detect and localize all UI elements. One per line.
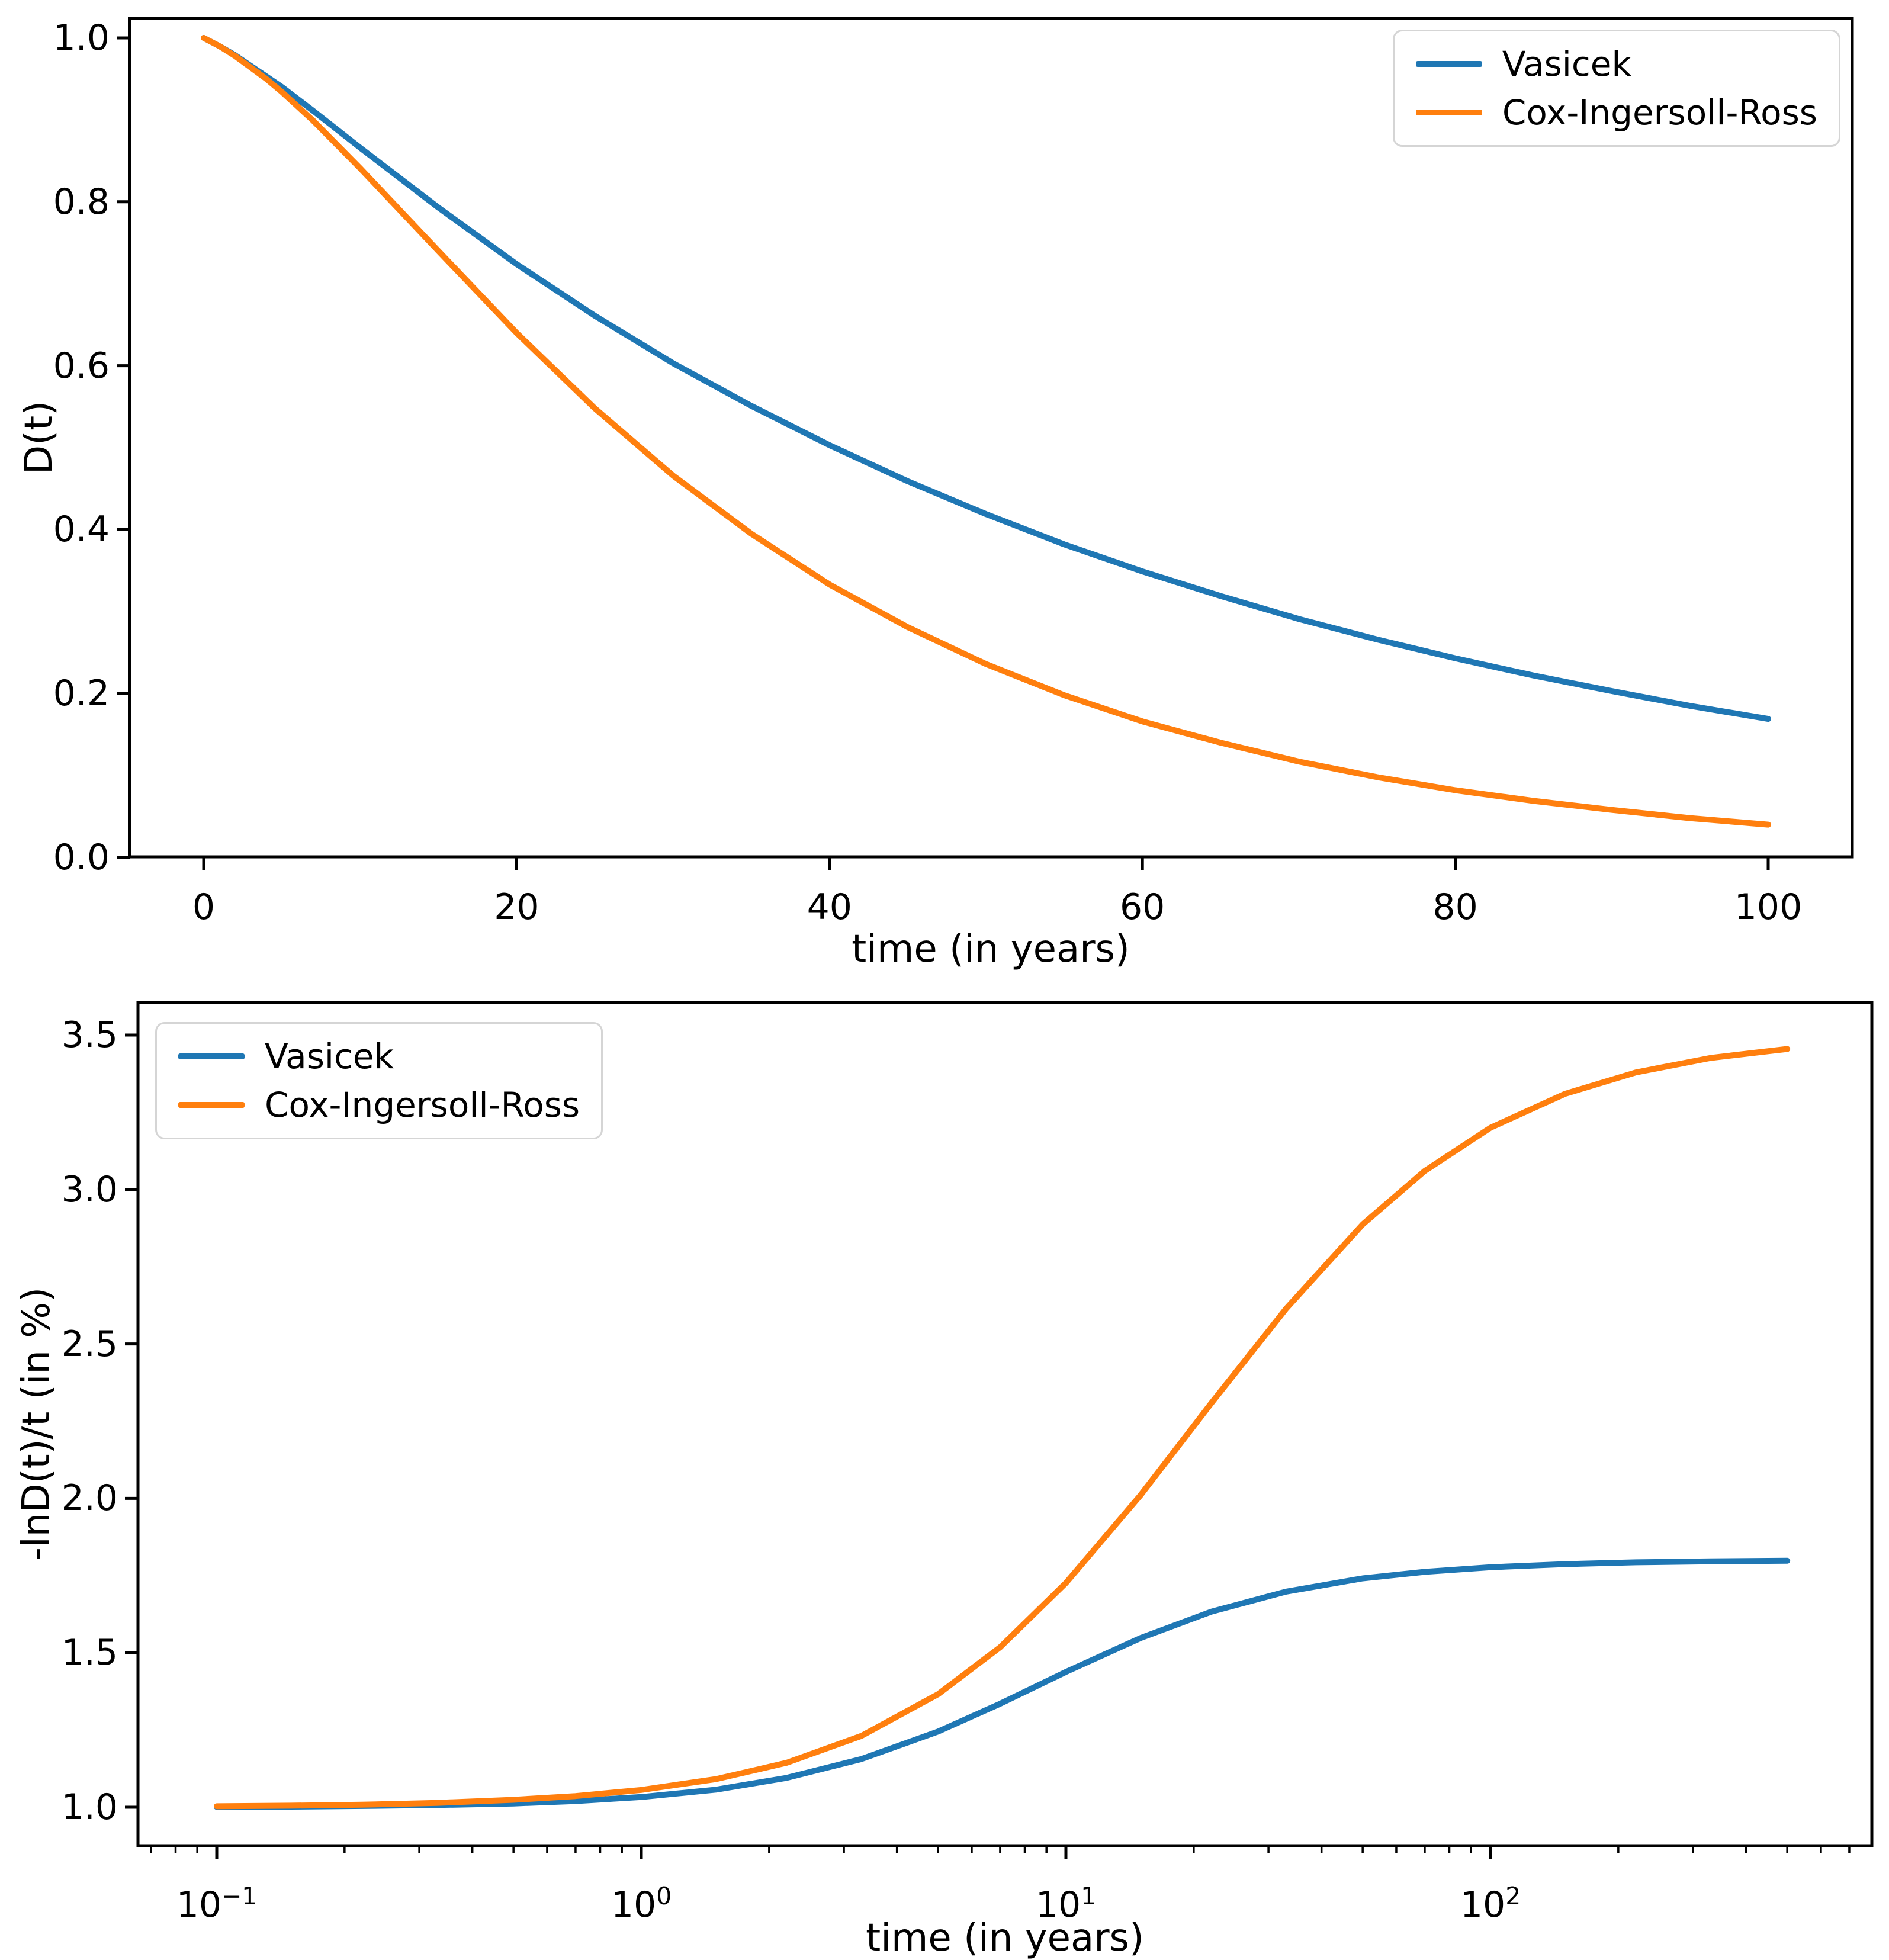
x-tick-label: 80: [1432, 886, 1478, 928]
legend-item-vasicek: Vasicek: [1415, 44, 1817, 84]
top-chart-yaxis-label: D(t): [17, 400, 61, 475]
y-tick-label: 0.6: [53, 345, 110, 387]
yield-curve-chart-series-vasicek: [214, 1557, 1791, 1810]
y-tick-label: 0.0: [53, 837, 110, 878]
y-tick-label: 0.2: [53, 673, 110, 715]
y-tick-label: 3.0: [61, 1168, 118, 1210]
x-tick-label: 60: [1120, 886, 1165, 928]
legend-label: Cox-Ingersoll-Ross: [1502, 92, 1817, 133]
legend-item-cox-ingersoll-ross: Cox-Ingersoll-Ross: [178, 1087, 580, 1123]
top-chart-xaxis-label: time (in years): [852, 927, 1130, 971]
x-tick-label: 100: [1734, 886, 1803, 928]
legend-item-vasicek: Vasicek: [178, 1038, 580, 1075]
y-tick-label: 0.4: [53, 509, 110, 551]
legend-label: Cox-Ingersoll-Ross: [265, 1085, 580, 1125]
bottom-chart-yaxis-label: -lnD(t)/t (in %): [15, 1287, 59, 1561]
x-tick-label: 102: [1460, 1882, 1521, 1926]
vasicek-line-swatch: [178, 1053, 245, 1059]
cox-ingersoll-ross-line-swatch: [1415, 110, 1482, 115]
cox-ingersoll-ross-line-swatch: [178, 1102, 245, 1108]
y-tick-label: 3.5: [61, 1014, 118, 1056]
yield-curve-chart-frame: [136, 1001, 1874, 1847]
legend-label: Vasicek: [265, 1036, 394, 1077]
y-tick-label: 1.0: [61, 1787, 118, 1828]
bottom-chart-xaxis-label: time (in years): [866, 1916, 1144, 1960]
bottom-chart-legend: Vasicek Cox-Ingersoll-Ross: [155, 1022, 603, 1139]
y-tick-label: 1.5: [61, 1632, 118, 1674]
top-chart-legend: Vasicek Cox-Ingersoll-Ross: [1392, 30, 1840, 147]
x-tick-label: 20: [494, 886, 539, 928]
discount-factor-chart-series-cox_ingersoll_ross: [201, 35, 1771, 828]
y-tick-label: 1.0: [53, 17, 110, 59]
x-tick-label: 40: [807, 886, 852, 928]
x-tick-label: 0: [192, 886, 216, 928]
x-tick-label: 101: [1035, 1882, 1097, 1926]
x-tick-label: 10−1: [176, 1882, 258, 1926]
yield-curve-chart-series-cox_ingersoll_ross: [214, 1046, 1791, 1810]
x-tick-label: 100: [611, 1882, 672, 1926]
y-tick-label: 2.5: [61, 1323, 118, 1365]
discount-factor-chart-frame: [128, 17, 1854, 859]
legend-label: Vasicek: [1502, 44, 1632, 84]
legend-item-cox-ingersoll-ross: Cox-Ingersoll-Ross: [1415, 92, 1817, 133]
y-tick-label: 0.8: [53, 181, 110, 223]
y-tick-label: 2.0: [61, 1477, 118, 1519]
vasicek-line-swatch: [1415, 61, 1482, 67]
